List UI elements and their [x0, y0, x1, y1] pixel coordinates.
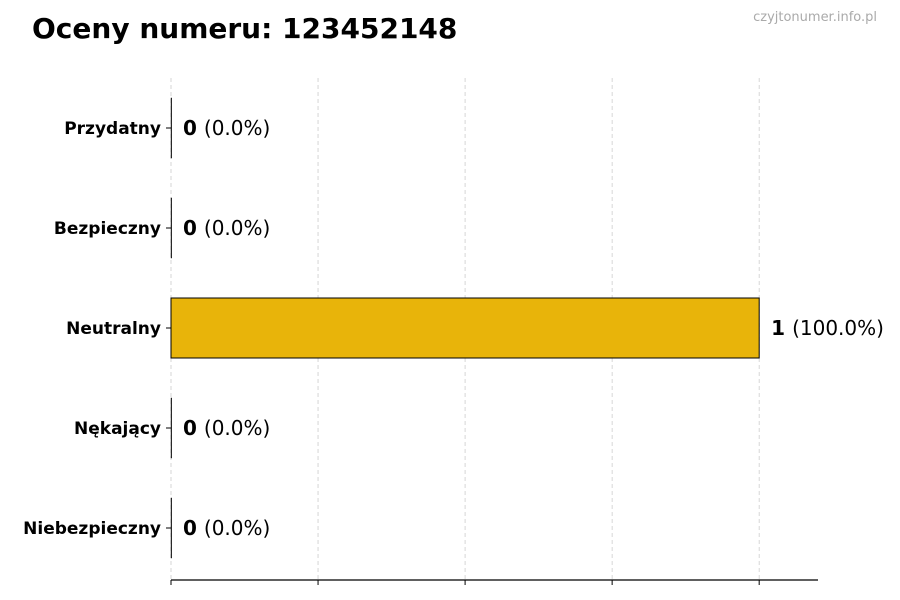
category-label: Bezpieczny	[54, 219, 161, 239]
category-label: Niebezpieczny	[23, 519, 161, 539]
value-count: 0	[183, 216, 204, 240]
data-label: 0 (0.0%)	[183, 216, 270, 240]
bar	[170, 97, 173, 159]
chart-title: Oceny numeru: 123452148	[32, 12, 458, 45]
watermark: czyjtonumer.info.pl	[753, 10, 877, 25]
bar	[170, 297, 760, 359]
value-count: 0	[183, 416, 204, 440]
data-label: 0 (0.0%)	[183, 416, 270, 440]
value-count: 1	[771, 316, 792, 340]
value-percent: (0.0%)	[204, 416, 270, 440]
category-label: Przydatny	[64, 119, 161, 139]
data-label: 0 (0.0%)	[183, 516, 270, 540]
category-label: Neutralny	[66, 319, 161, 339]
data-label: 0 (0.0%)	[183, 116, 270, 140]
value-count: 0	[183, 116, 204, 140]
data-label: 1 (100.0%)	[771, 316, 884, 340]
value-percent: (0.0%)	[204, 516, 270, 540]
value-percent: (100.0%)	[792, 316, 884, 340]
bar	[170, 497, 173, 559]
bar	[170, 397, 173, 459]
category-label: Nękający	[74, 419, 161, 439]
value-percent: (0.0%)	[204, 216, 270, 240]
value-percent: (0.0%)	[204, 116, 270, 140]
value-count: 0	[183, 516, 204, 540]
bar	[170, 197, 173, 259]
